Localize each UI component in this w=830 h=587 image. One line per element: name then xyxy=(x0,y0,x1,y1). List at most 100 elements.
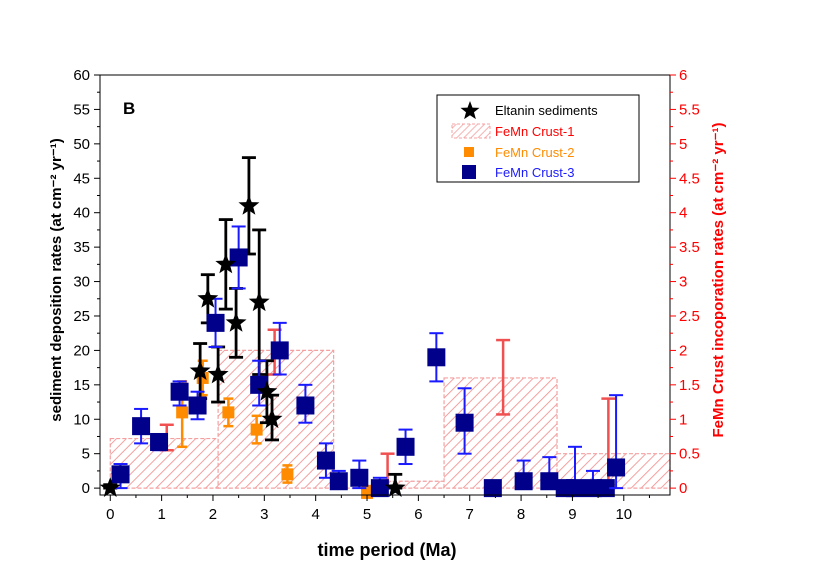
x-tick-label-8: 8 xyxy=(517,506,525,523)
y-right-tick-label-6: 3 xyxy=(679,274,687,291)
crust3-point-4 xyxy=(188,396,207,415)
eltanin-point-4 xyxy=(215,253,237,274)
eltanin-point-6 xyxy=(238,194,260,215)
x-axis-title: time period (Ma) xyxy=(317,540,456,560)
y-right-tick-label-7: 3.5 xyxy=(679,239,700,256)
eltanin-stars-layer xyxy=(99,194,406,498)
crust3-point-5 xyxy=(206,313,225,332)
legend-label-crust2: FeMn Crust-2 xyxy=(495,145,574,160)
plot-frame xyxy=(99,74,671,496)
x-tick-label-0: 0 xyxy=(106,506,114,523)
crust3-point-9 xyxy=(296,396,315,415)
y-right-tick-label-1: 0.5 xyxy=(679,446,700,463)
y-left-tick-label-9: 45 xyxy=(73,170,90,187)
y-left-tick-label-6: 30 xyxy=(73,274,90,291)
legend-entry-crust2: FeMn Crust-2 xyxy=(464,145,574,160)
y-right-tick-label-2: 1 xyxy=(679,411,687,428)
eltanin-point-5 xyxy=(225,311,247,332)
y-left-tick-label-10: 50 xyxy=(73,136,90,153)
x-tick-label-5: 5 xyxy=(363,506,371,523)
crust3-point-3 xyxy=(170,382,189,401)
crust3-point-15 xyxy=(427,348,446,367)
y-left-tick-label-2: 10 xyxy=(73,411,90,428)
y-right-tick-label-10: 5 xyxy=(679,136,687,153)
crust3-point-17 xyxy=(483,479,502,498)
legend-square-navy-icon xyxy=(462,165,476,179)
y-left-tick-label-1: 5 xyxy=(82,446,90,463)
y-right-tick-label-0: 0 xyxy=(679,480,687,497)
y-right-tick-label-5: 2.5 xyxy=(679,308,700,325)
eltanin-point-0 xyxy=(99,477,121,498)
legend-label-eltanin: Eltanin sediments xyxy=(495,103,598,118)
eltanin-point-2 xyxy=(197,287,219,308)
crust3-point-16 xyxy=(455,413,474,432)
x-axis-ticks: 0 1 2 3 4 5 6 7 8 9 10 xyxy=(106,495,650,523)
eltanin-point-3 xyxy=(207,363,229,384)
legend-star-icon xyxy=(460,101,480,120)
y-right-tick-label-9: 4.5 xyxy=(679,170,700,187)
crust3-layer xyxy=(111,225,626,498)
y-axis-left-title: sediment deposition rates (at cm⁻² yr⁻¹) xyxy=(48,138,65,421)
y-left-tick-label-11: 55 xyxy=(73,101,90,118)
y-right-tick-label-12: 6 xyxy=(679,67,687,84)
eltanin-point-10 xyxy=(384,477,406,498)
y-left-tick-label-12: 60 xyxy=(73,67,90,84)
crust3-point-12 xyxy=(350,468,369,487)
y-right-tick-label-4: 2 xyxy=(679,342,687,359)
x-tick-label-10: 10 xyxy=(615,506,632,523)
y-left-tick-label-4: 20 xyxy=(73,342,90,359)
crust2-point-0 xyxy=(176,406,189,419)
eltanin-point-7 xyxy=(248,291,270,312)
legend-entry-crust1: FeMn Crust-1 xyxy=(451,123,574,139)
eltanin-point-8 xyxy=(256,380,278,401)
x-tick-label-9: 9 xyxy=(568,506,576,523)
crust2-point-2 xyxy=(222,406,235,419)
legend-entry-eltanin: Eltanin sediments xyxy=(460,101,598,120)
x-tick-label-4: 4 xyxy=(312,506,320,523)
crust2-point-5 xyxy=(361,486,374,499)
crust3-point-1 xyxy=(132,417,151,436)
y-right-tick-label-3: 1.5 xyxy=(679,377,700,394)
crust3-point-14 xyxy=(396,437,415,456)
x-tick-label-2: 2 xyxy=(209,506,217,523)
x-tick-label-7: 7 xyxy=(466,506,474,523)
legend-label-crust3: FeMn Crust-3 xyxy=(495,165,574,180)
crust3-point-23 xyxy=(596,479,615,498)
y-axis-left-ticks: 0 5 10 15 20 25 30 35 40 45 50 55 60 xyxy=(73,67,100,497)
y-left-tick-label-5: 25 xyxy=(73,308,90,325)
eltanin-point-9 xyxy=(261,408,283,429)
x-tick-label-3: 3 xyxy=(260,506,268,523)
x-tick-label-6: 6 xyxy=(414,506,422,523)
y-right-tick-label-8: 4 xyxy=(679,205,687,222)
x-tick-label-1: 1 xyxy=(157,506,165,523)
crust3-point-2 xyxy=(150,432,169,451)
crust2-point-4 xyxy=(281,468,294,481)
legend: Eltanin sediments FeMn Crust-1 FeMn Crus… xyxy=(436,94,640,183)
crust3-point-8 xyxy=(270,341,289,360)
y-right-tick-label-11: 5.5 xyxy=(679,101,700,118)
crust3-point-11 xyxy=(329,472,348,491)
crust1-bin-4 xyxy=(443,377,558,489)
legend-hatch-icon xyxy=(451,123,491,139)
crust3-point-19 xyxy=(540,472,559,491)
legend-square-orange-icon xyxy=(464,147,474,157)
crust3-point-18 xyxy=(514,472,533,491)
y-axis-right-title: FeMn Crust incoporation rates (at cm⁻² y… xyxy=(710,122,727,437)
crust2-point-3 xyxy=(250,423,263,436)
y-left-tick-label-8: 40 xyxy=(73,205,90,222)
y-axis-right-ticks: 0 0.5 1 1.5 2 2.5 3 3.5 4 4.5 5 5.5 6 xyxy=(670,67,700,497)
panel-label: B xyxy=(123,99,135,118)
crust1-errorbar-3 xyxy=(496,338,511,416)
y-left-tick-label-0: 0 xyxy=(82,480,90,497)
crust3-point-24 xyxy=(607,458,626,477)
crust3-point-13 xyxy=(370,479,389,498)
crust3-point-0 xyxy=(111,465,130,484)
crust3-point-10 xyxy=(316,451,335,470)
legend-label-crust1: FeMn Crust-1 xyxy=(495,124,574,139)
y-left-tick-label-3: 15 xyxy=(73,377,90,394)
y-left-tick-label-7: 35 xyxy=(73,239,90,256)
legend-star-shape xyxy=(460,101,480,120)
legend-entry-crust3: FeMn Crust-3 xyxy=(462,165,574,180)
eltanin-point-1 xyxy=(189,360,211,380)
